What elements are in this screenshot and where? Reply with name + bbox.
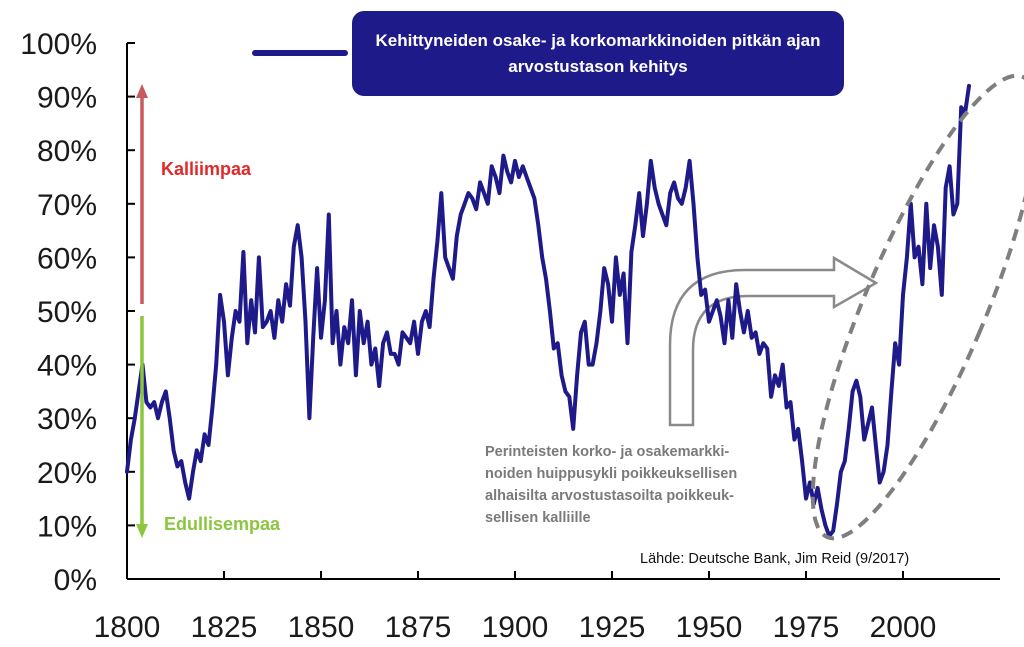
x-tick-label: 1925 bbox=[579, 611, 646, 644]
y-tick-label: 40% bbox=[37, 350, 97, 383]
axes-group: 0% 10% 20% 30% 40% 50% 60% 70% 80% 90% 100% 1800 182… bbox=[20, 28, 1000, 644]
y-tick-label: 70% bbox=[37, 189, 97, 222]
y-tick-label: 30% bbox=[37, 403, 97, 436]
source-label: Lähde: Deutsche Bank, Jim Reid (9/2017) bbox=[640, 551, 910, 567]
legend-title-box: Kehittyneiden osake- ja korkomarkkinoide… bbox=[352, 11, 844, 96]
y-tick-label: 20% bbox=[37, 457, 97, 490]
x-tick-label: 1825 bbox=[191, 611, 258, 644]
y-tick-label: 60% bbox=[37, 242, 97, 275]
callout-arrow-shape bbox=[668, 255, 879, 427]
cheaper-label: Edullisempaa bbox=[164, 514, 281, 534]
x-tick-label: 1875 bbox=[385, 611, 452, 644]
x-tick-label: 1950 bbox=[676, 611, 743, 644]
x-tick-label: 1900 bbox=[482, 611, 549, 644]
y-tick-label: 0% bbox=[54, 564, 97, 597]
series-group bbox=[125, 83, 971, 539]
series-line bbox=[125, 83, 971, 539]
x-tick-label: 1800 bbox=[94, 611, 161, 644]
more-expensive-label: Kalliimpaa bbox=[161, 159, 252, 179]
y-tick-label: 10% bbox=[37, 510, 97, 543]
x-tick-label: 1850 bbox=[288, 611, 355, 644]
callout-arrow bbox=[668, 255, 879, 427]
x-tick-label: 2000 bbox=[870, 611, 937, 644]
note-line: noiden huippusykli poikkeuksellisen bbox=[485, 466, 738, 482]
annotation-group bbox=[136, 50, 1024, 541]
note-line: alhaisilta arvostustasoilta poikkeuk- bbox=[485, 488, 735, 504]
y-tick-label: 90% bbox=[37, 82, 97, 115]
up-arrow-head bbox=[136, 84, 148, 98]
down-arrow-head bbox=[136, 524, 148, 538]
y-tick-label: 100% bbox=[20, 28, 97, 61]
note-line: Perinteisten korko- ja osakemarkki- bbox=[485, 444, 730, 460]
chart-title: Kehittyneiden osake- ja korkomarkkinoide… bbox=[375, 30, 821, 76]
y-tick-label: 80% bbox=[37, 135, 97, 168]
cycle-note: Perinteisten korko- ja osakemarkki- noid… bbox=[485, 441, 825, 529]
y-tick-label: 50% bbox=[37, 296, 97, 329]
note-line: sellisen kalliille bbox=[485, 510, 591, 526]
x-tick-label: 1975 bbox=[773, 611, 840, 644]
highlight-ellipse bbox=[810, 73, 1024, 541]
